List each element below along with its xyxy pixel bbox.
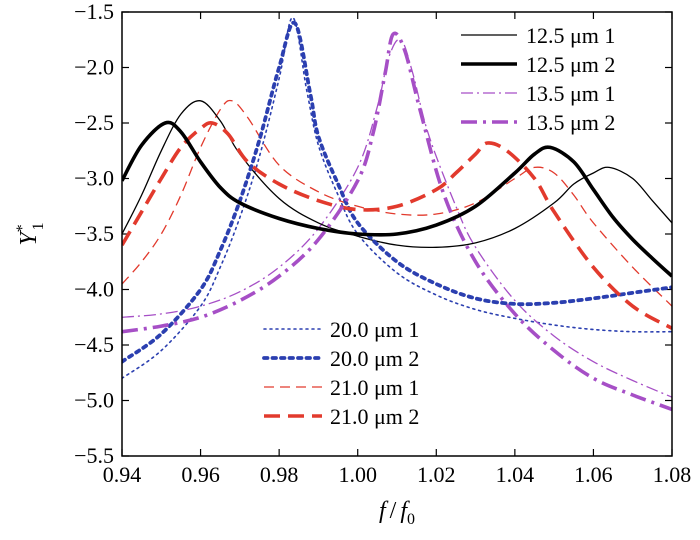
- x-tick-label: 1.06: [574, 462, 613, 487]
- x-tick-label: 0.98: [260, 462, 299, 487]
- y-tick-label: −3.0: [74, 166, 114, 191]
- series-line-7: [122, 121, 672, 330]
- plot-frame: [121, 11, 673, 457]
- x-tick-label: 0.94: [103, 462, 142, 487]
- series-line-1: [122, 120, 672, 278]
- x-tick-label: 1.04: [496, 462, 535, 487]
- legend-label: 20.0 μm 2: [330, 346, 419, 371]
- x-tick-label: 1.08: [653, 462, 692, 487]
- x-tick-label: 1.02: [417, 462, 456, 487]
- y-tick-label: −5.0: [74, 388, 114, 413]
- legend-label: 21.0 μm 1: [330, 375, 419, 400]
- x-tick-label: 1.00: [338, 462, 377, 487]
- y-tick-label: −2.0: [74, 55, 114, 80]
- y-axis-label: Y*1: [14, 222, 47, 245]
- legend-label: 13.5 μm 1: [526, 81, 615, 106]
- legend-label: 13.5 μm 2: [526, 110, 615, 135]
- axis-ticks: 0.94 0.96 0.98 1.00 1.02 1.04 1.06 1.08 −1.5 −2.0…: [74, 0, 691, 487]
- plot-area: [122, 16, 672, 412]
- series-line-5: [122, 20, 672, 364]
- y-tick-label: −4.0: [74, 277, 114, 302]
- series-line-2: [122, 38, 672, 398]
- y-tick-label: −1.5: [74, 0, 114, 24]
- x-axis-label: f / f0: [379, 498, 415, 528]
- y-tick-label: −4.5: [74, 332, 114, 357]
- y-tick-label: −3.5: [74, 221, 114, 246]
- legend: 12.5 μm 1 12.5 μm 2 13.5 μm 1 13.5 μm 2 20.0…: [262, 23, 615, 429]
- legend-label: 21.0 μm 2: [330, 404, 419, 429]
- legend-label: 12.5 μm 2: [526, 52, 615, 77]
- legend-label: 20.0 μm 1: [330, 317, 419, 342]
- series-line-3: [122, 31, 672, 412]
- x-tick-label: 0.96: [181, 462, 220, 487]
- y-tick-label: −2.5: [74, 110, 114, 135]
- y-tick-label: −5.5: [74, 443, 114, 468]
- series-line-0: [122, 100, 672, 249]
- series-line-6: [122, 99, 672, 307]
- legend-label: 12.5 μm 1: [526, 23, 615, 48]
